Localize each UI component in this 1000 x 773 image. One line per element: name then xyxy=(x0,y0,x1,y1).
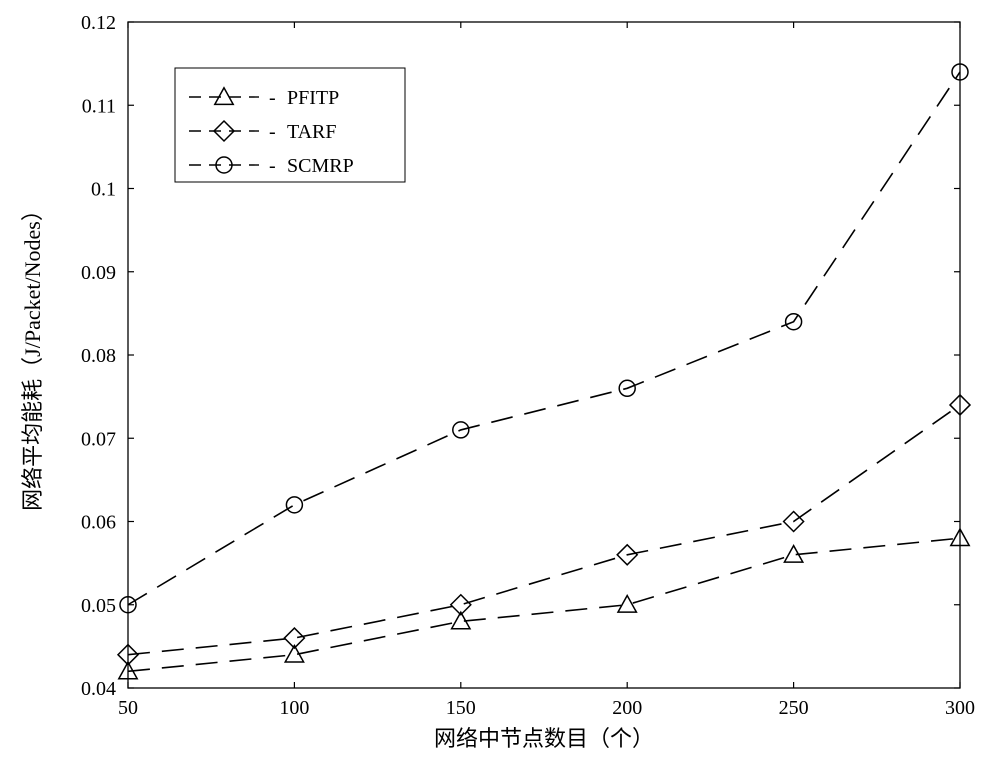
series-line-SCMRP xyxy=(128,72,960,605)
x-tick-label: 200 xyxy=(612,697,642,719)
legend-dash-PFITP: - xyxy=(269,87,276,109)
y-tick-label: 0.05 xyxy=(81,595,116,617)
series-TARF xyxy=(118,395,970,665)
legend-dash-TARF: - xyxy=(269,121,276,143)
legend-dash-SCMRP: - xyxy=(269,155,276,177)
x-axis-label: 网络中节点数目（个） xyxy=(434,726,654,751)
y-tick-label: 0.09 xyxy=(81,262,116,284)
y-tick-label: 0.07 xyxy=(81,428,116,450)
plot-border xyxy=(128,22,960,688)
y-tick-label: 0.06 xyxy=(81,512,116,534)
x-tick-label: 250 xyxy=(779,697,809,719)
x-tick-label: 150 xyxy=(446,697,476,719)
legend-label-TARF: TARF xyxy=(287,121,337,143)
y-tick-label: 0.04 xyxy=(81,678,116,700)
line-chart: 50 100 150 200 250 300 0.04 0.05 0.06 0.07 0.08 0.0… xyxy=(0,0,1000,773)
chart-container: 50 100 150 200 250 300 0.04 0.05 0.06 0.07 0.08 0.0… xyxy=(0,0,1000,773)
y-tick-label: 0.1 xyxy=(91,179,116,201)
x-tick-label: 50 xyxy=(118,697,138,719)
y-tick-label: 0.12 xyxy=(81,12,116,34)
y-tick-label: 0.08 xyxy=(81,345,116,367)
legend-label-PFITP: PFITP xyxy=(287,87,339,109)
series-SCMRP xyxy=(120,64,968,613)
series-PFITP xyxy=(119,529,969,679)
y-tick-label: 0.11 xyxy=(82,95,116,117)
legend-label-SCMRP: SCMRP xyxy=(287,155,354,177)
x-tick-label: 300 xyxy=(945,697,975,719)
x-tick-label: 100 xyxy=(279,697,309,719)
y-axis-label: 网络平均能耗（J/Packet/Nodes） xyxy=(20,199,45,511)
series-line-PFITP xyxy=(128,538,960,671)
